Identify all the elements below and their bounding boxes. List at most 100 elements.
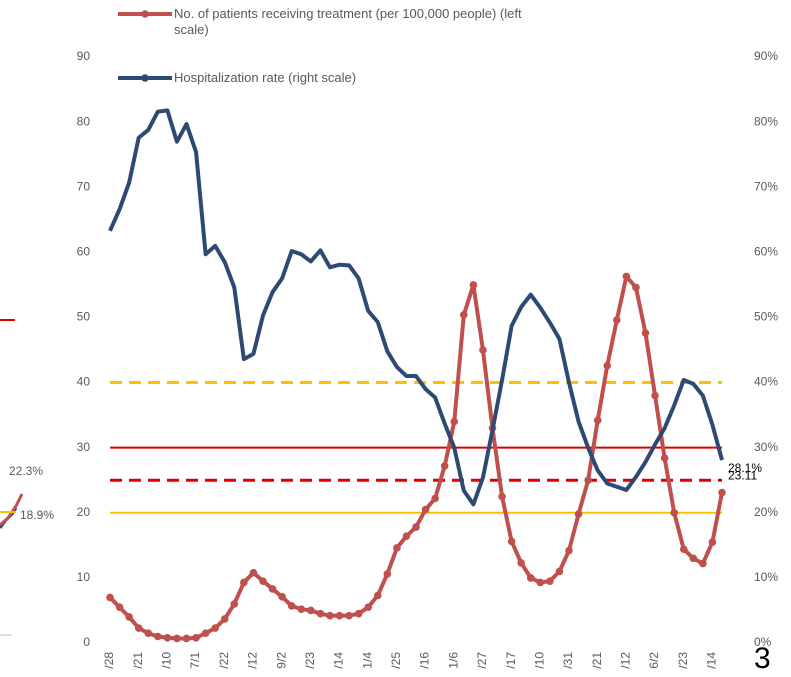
point xyxy=(431,494,439,503)
x-tick-label: /14 xyxy=(332,652,346,669)
point xyxy=(240,578,248,587)
point xyxy=(498,492,506,501)
point xyxy=(641,329,650,337)
y2-tick-label: 60% xyxy=(754,245,778,259)
x-tick-label: /25 xyxy=(389,652,403,669)
legend-entry: Hospitalization rate (right scale) xyxy=(174,70,357,85)
y-tick-label: 50 xyxy=(77,310,91,324)
point xyxy=(708,538,717,546)
point xyxy=(211,624,219,632)
x-tick-label: 7/1 xyxy=(188,652,202,669)
x-tick-label: 1/6 xyxy=(446,652,460,669)
x-tick-label: /10 xyxy=(160,652,174,669)
point xyxy=(517,559,525,567)
y2-tick-label: 10% xyxy=(754,570,778,584)
legend-text: No. of patients receiving treatment (per… xyxy=(174,6,522,37)
legend-entry: No. of patients receiving treatment (per… xyxy=(174,6,522,37)
x-tick-label: 9/2 xyxy=(274,652,288,669)
point xyxy=(287,602,296,610)
point xyxy=(115,603,124,611)
page-number: 3 xyxy=(754,642,771,675)
point xyxy=(259,577,267,585)
point xyxy=(603,361,612,370)
point xyxy=(565,546,573,555)
point xyxy=(460,311,468,319)
point xyxy=(632,283,640,292)
x-tick-label: 6/2 xyxy=(647,652,661,669)
series-line xyxy=(108,108,724,507)
y-tick-label: 20 xyxy=(77,505,91,519)
point xyxy=(440,462,449,470)
y-tick-label: 90 xyxy=(77,49,91,63)
point xyxy=(584,476,592,485)
y-tick-label: 70 xyxy=(77,179,91,193)
legend-text: Hospitalization rate (right scale) xyxy=(174,70,357,85)
point xyxy=(613,316,621,324)
y-tick-label: 80 xyxy=(77,114,91,128)
point xyxy=(307,606,315,615)
y-tick-label: 30 xyxy=(77,440,91,454)
y2-tick-label: 80% xyxy=(754,114,778,128)
legend-swatch xyxy=(141,74,149,82)
point xyxy=(192,633,200,642)
point xyxy=(201,629,210,638)
x-tick-label: /14 xyxy=(705,652,719,669)
data-label: 28.1% xyxy=(728,461,762,475)
point xyxy=(335,611,344,620)
point xyxy=(173,634,181,643)
point xyxy=(316,609,325,618)
x-tick-label: /21 xyxy=(131,652,145,669)
point xyxy=(220,615,229,623)
x-tick-label: /23 xyxy=(303,652,317,669)
x-tick-label: /16 xyxy=(418,652,432,669)
point xyxy=(182,634,191,643)
y-tick-label: 10 xyxy=(77,570,91,584)
x-tick-label: /10 xyxy=(532,652,546,669)
point xyxy=(469,281,478,289)
legend-swatch xyxy=(141,10,149,18)
y2-tick-label: 0% xyxy=(754,635,772,649)
point xyxy=(125,613,133,621)
annotation: 22.3% xyxy=(9,464,43,478)
x-tick-label: /17 xyxy=(504,652,518,669)
x-tick-label: /22 xyxy=(217,652,231,669)
point xyxy=(106,593,114,602)
point xyxy=(144,629,153,638)
series-line xyxy=(108,274,724,641)
point xyxy=(593,416,602,425)
point xyxy=(297,605,306,613)
point xyxy=(393,544,401,552)
point xyxy=(689,554,698,563)
point xyxy=(507,537,516,546)
point xyxy=(402,532,411,541)
point xyxy=(163,633,172,642)
point xyxy=(154,632,162,641)
point xyxy=(412,523,420,531)
point xyxy=(546,577,554,585)
point xyxy=(660,454,669,462)
x-tick-label: /21 xyxy=(590,652,604,669)
x-tick-label: /12 xyxy=(246,652,260,669)
y2-tick-label: 70% xyxy=(754,179,778,193)
x-tick-label: /31 xyxy=(561,652,575,669)
point xyxy=(354,609,363,618)
y2-tick-label: 30% xyxy=(754,440,778,454)
y-tick-label: 60 xyxy=(77,245,91,259)
data-label: 23.11 xyxy=(728,469,757,483)
y-tick-label: 40 xyxy=(77,375,91,389)
point xyxy=(421,505,430,514)
point xyxy=(345,611,353,620)
y2-tick-label: 40% xyxy=(754,375,778,389)
point xyxy=(679,545,688,554)
y2-tick-label: 90% xyxy=(754,49,778,63)
y-tick-label: 0 xyxy=(83,635,90,649)
point xyxy=(230,600,239,608)
x-tick-label: 1/4 xyxy=(360,652,374,669)
point xyxy=(526,574,535,582)
x-tick-label: /28 xyxy=(102,652,116,669)
point xyxy=(450,417,459,426)
point xyxy=(555,567,564,576)
point xyxy=(326,611,334,620)
point xyxy=(364,603,372,611)
